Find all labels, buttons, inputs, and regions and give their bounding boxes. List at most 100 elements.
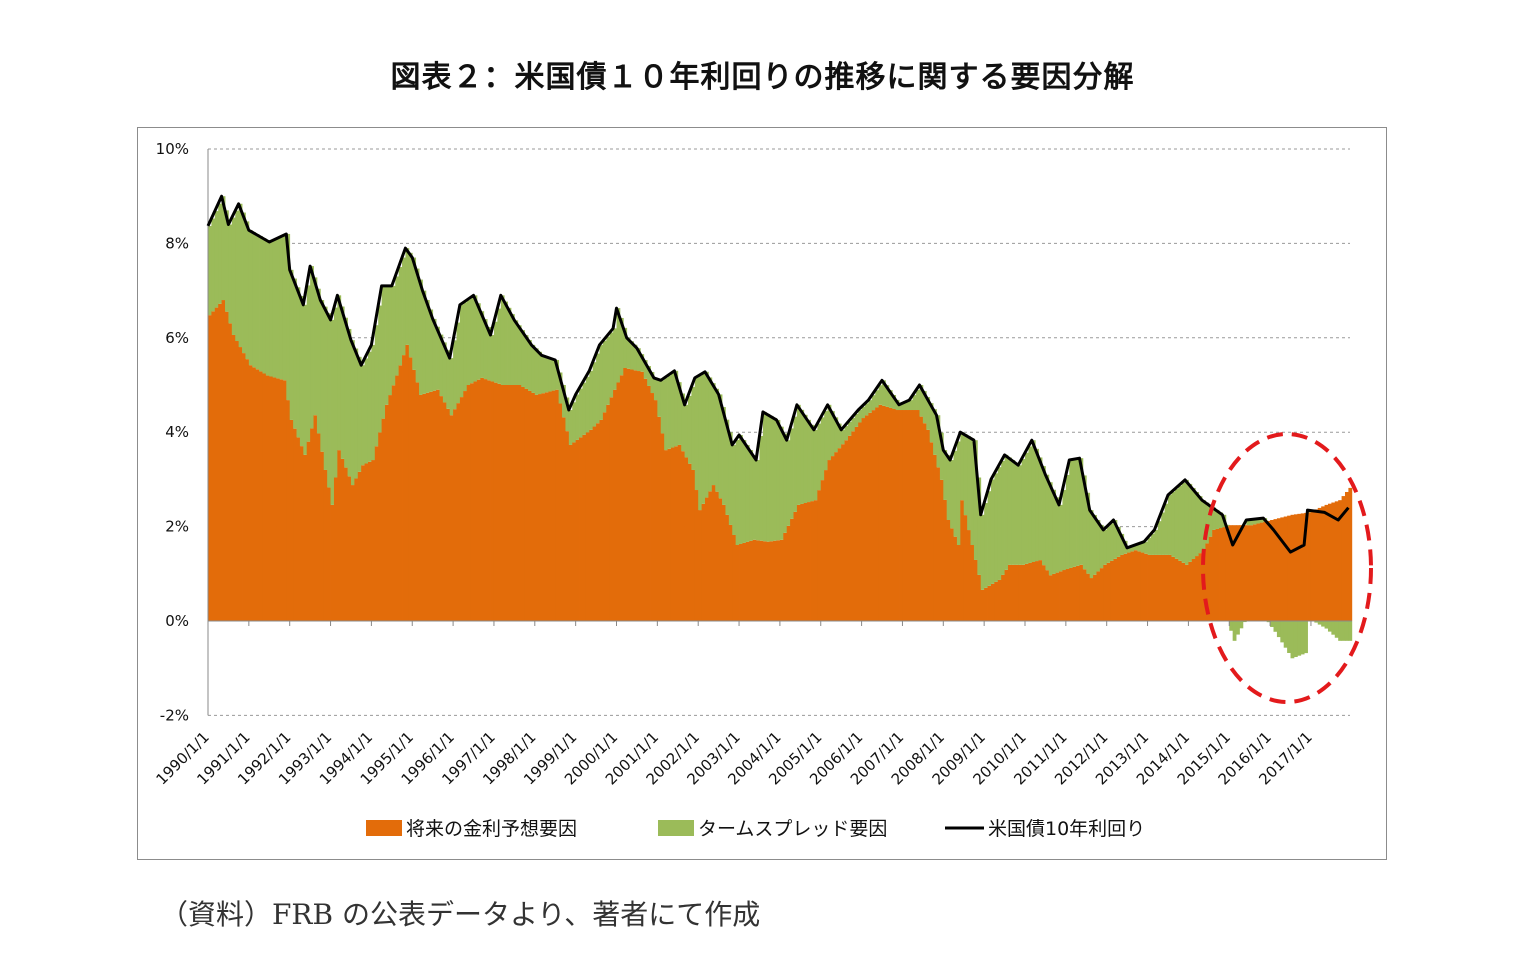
legend-swatch-term-spread bbox=[658, 820, 694, 836]
bar-term-spread bbox=[1232, 621, 1237, 641]
bar-term-spread bbox=[483, 319, 488, 380]
bar-term-spread bbox=[779, 426, 784, 540]
bar-term-spread bbox=[602, 340, 607, 413]
bar-term-spread bbox=[868, 400, 873, 413]
bar-expectations bbox=[1327, 503, 1332, 621]
bar-expectations bbox=[865, 415, 869, 621]
bar-term-spread bbox=[1014, 462, 1019, 565]
bar-expectations bbox=[960, 500, 965, 621]
bar-expectations bbox=[1334, 501, 1339, 621]
bar-expectations bbox=[1215, 528, 1220, 621]
bar-expectations bbox=[521, 386, 525, 621]
bar-expectations bbox=[963, 515, 968, 621]
bar-term-spread bbox=[1344, 621, 1349, 641]
bar-term-spread bbox=[946, 455, 951, 520]
bar-term-spread bbox=[718, 394, 723, 499]
bars bbox=[208, 196, 1353, 659]
bar-term-spread bbox=[650, 371, 655, 394]
bar-term-spread bbox=[1150, 533, 1155, 555]
bar-term-spread bbox=[653, 377, 658, 401]
bar-expectations bbox=[742, 542, 747, 621]
bar-expectations bbox=[817, 490, 822, 621]
bar-term-spread bbox=[1246, 519, 1251, 526]
bar-expectations bbox=[425, 392, 430, 621]
bar-expectations bbox=[599, 419, 604, 621]
bar-expectations bbox=[1147, 554, 1152, 621]
bar-expectations bbox=[1079, 564, 1084, 621]
bar-term-spread bbox=[330, 319, 335, 505]
bar-expectations bbox=[926, 429, 931, 621]
bar-term-spread bbox=[912, 395, 917, 411]
bar-expectations bbox=[555, 389, 560, 621]
bar-term-spread bbox=[1181, 482, 1186, 563]
bar-expectations bbox=[466, 385, 471, 621]
bar-expectations bbox=[728, 524, 733, 621]
bar-term-spread bbox=[616, 308, 621, 383]
bar-expectations bbox=[868, 412, 873, 621]
highlight-ellipse bbox=[1201, 432, 1373, 704]
bar-expectations bbox=[1239, 525, 1244, 621]
bar-term-spread bbox=[534, 348, 539, 395]
bar-expectations bbox=[807, 502, 811, 621]
bar-term-spread bbox=[395, 276, 400, 376]
bar-term-spread bbox=[1110, 523, 1114, 561]
bar-term-spread bbox=[313, 277, 318, 416]
bar-expectations bbox=[1314, 509, 1319, 621]
bar-expectations bbox=[562, 417, 566, 621]
bar-expectations bbox=[286, 400, 291, 621]
bar-term-spread bbox=[786, 440, 791, 526]
bar-term-spread bbox=[1004, 454, 1009, 570]
bar-expectations bbox=[745, 541, 750, 621]
bar-term-spread bbox=[844, 425, 849, 441]
bar-expectations bbox=[228, 323, 233, 621]
bar-expectations bbox=[504, 385, 508, 621]
bar-expectations bbox=[221, 300, 226, 621]
bar-expectations bbox=[1011, 564, 1016, 621]
bar-expectations bbox=[769, 541, 774, 621]
bar-expectations bbox=[1106, 562, 1111, 621]
legend-label-term-spread: タームスプレッド要因 bbox=[698, 818, 887, 840]
bar-expectations bbox=[933, 454, 937, 621]
bar-expectations bbox=[323, 469, 328, 621]
bar-expectations bbox=[1123, 553, 1128, 621]
bar-term-spread bbox=[820, 417, 825, 481]
bar-term-spread bbox=[970, 438, 975, 546]
bar-expectations bbox=[490, 381, 495, 621]
bar-term-spread bbox=[510, 314, 515, 385]
bar-expectations bbox=[541, 393, 546, 621]
bar-expectations bbox=[1096, 571, 1101, 621]
bar-term-spread bbox=[790, 428, 794, 519]
bar-expectations bbox=[1174, 558, 1179, 621]
bar-term-spread bbox=[1113, 519, 1118, 559]
bar-term-spread bbox=[858, 410, 862, 423]
bar-expectations bbox=[1062, 570, 1067, 621]
bar-expectations bbox=[626, 368, 631, 621]
bar-term-spread bbox=[463, 302, 468, 392]
bar-term-spread bbox=[950, 460, 954, 529]
bar-expectations bbox=[1229, 525, 1234, 621]
bar-term-spread bbox=[1348, 621, 1353, 641]
bar-term-spread bbox=[681, 393, 685, 452]
bar-expectations bbox=[415, 382, 420, 621]
bar-term-spread bbox=[527, 339, 532, 391]
bar-expectations bbox=[677, 444, 682, 621]
bar-expectations bbox=[1007, 564, 1012, 621]
bar-expectations bbox=[361, 465, 365, 621]
bar-expectations bbox=[333, 477, 338, 621]
bar-expectations bbox=[344, 467, 348, 621]
bar-expectations bbox=[310, 428, 314, 621]
bar-expectations bbox=[718, 498, 723, 621]
bar-term-spread bbox=[1266, 621, 1271, 623]
bar-term-spread bbox=[596, 353, 600, 424]
bar-term-spread bbox=[1331, 621, 1336, 635]
bar-term-spread bbox=[405, 248, 410, 345]
bar-expectations bbox=[687, 463, 692, 621]
bar-expectations bbox=[1181, 562, 1186, 621]
bar-term-spread bbox=[837, 423, 842, 449]
bar-term-spread bbox=[933, 409, 937, 455]
bar-expectations bbox=[1198, 553, 1203, 621]
bar-term-spread bbox=[1191, 487, 1196, 559]
bar-term-spread bbox=[364, 358, 369, 464]
bar-expectations bbox=[980, 589, 985, 621]
bar-expectations bbox=[259, 371, 263, 621]
